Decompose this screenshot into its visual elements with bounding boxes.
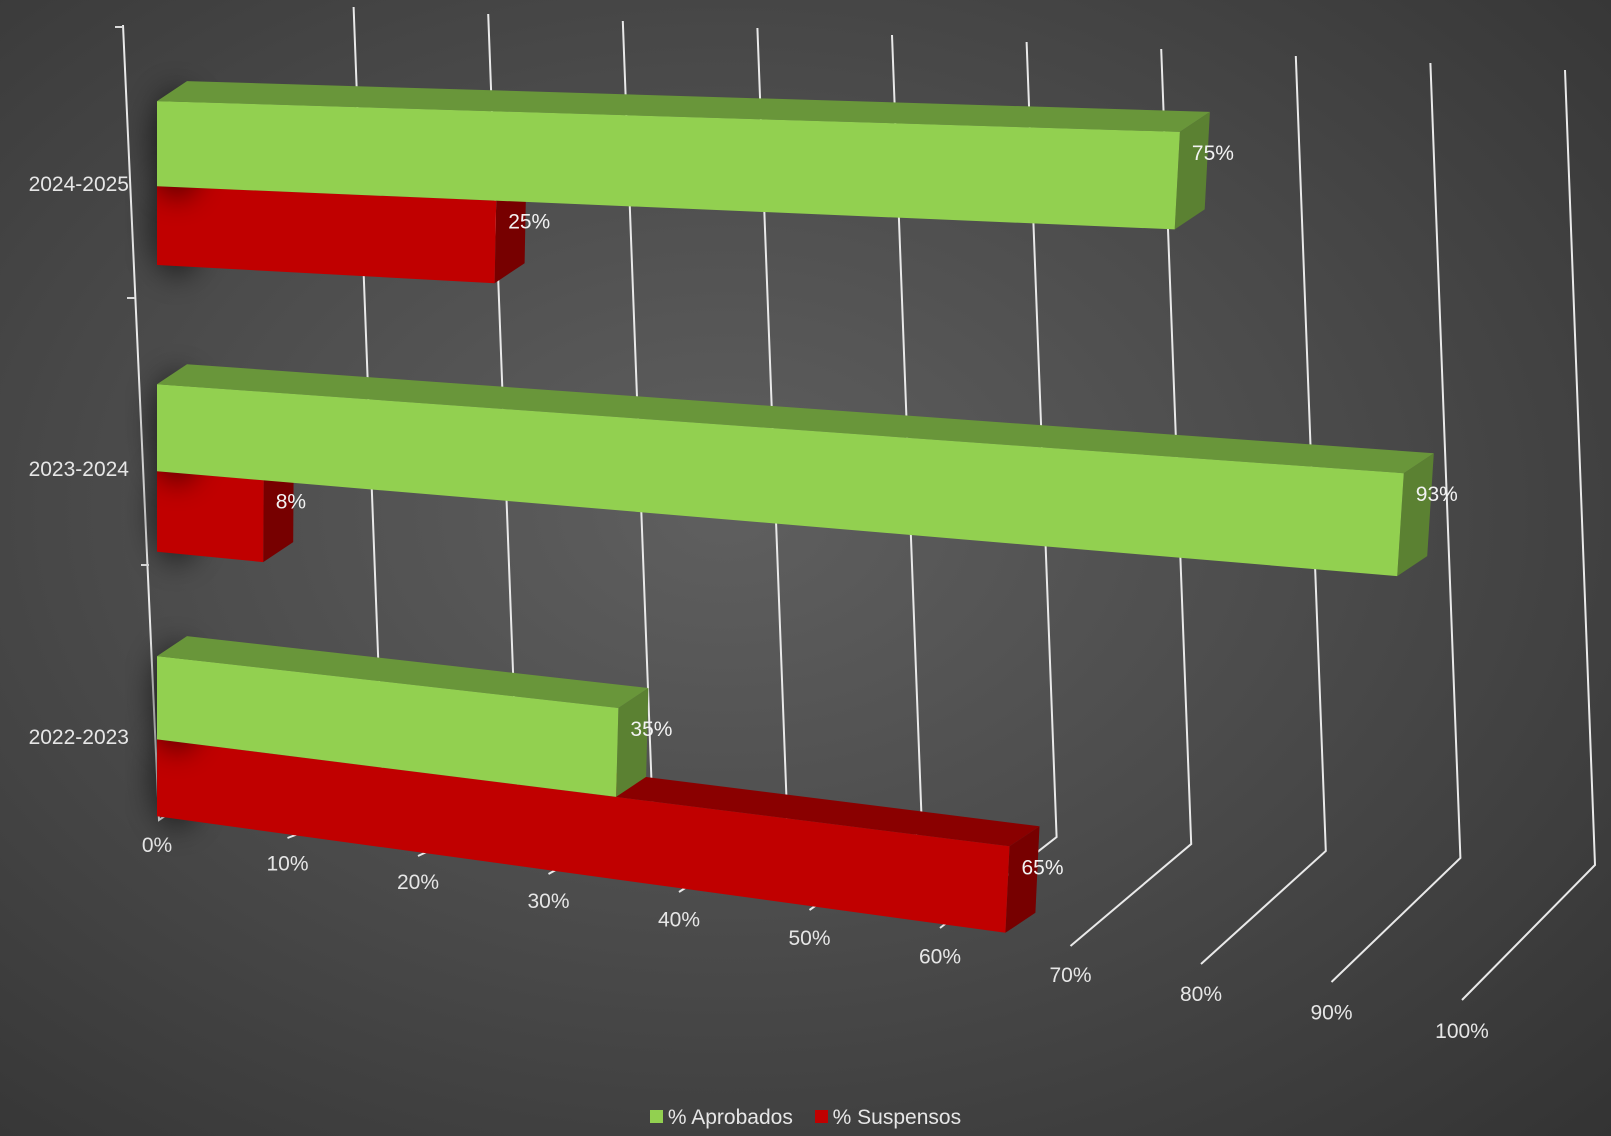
data-label-aprobados: 75% [1192, 142, 1234, 165]
x-tick-label: 100% [1435, 1020, 1489, 1043]
x-tick-label: 50% [788, 927, 830, 950]
data-labels: 35% 65% 93% 8% 75% 25% [276, 142, 1458, 879]
x-tick-label: 10% [266, 853, 308, 876]
y-category-label: 2023-2024 [29, 458, 130, 481]
x-tick-label: 20% [397, 871, 439, 894]
y-category-label: 2022-2023 [29, 726, 129, 749]
x-tick-label: 40% [658, 908, 700, 931]
data-label-suspensos: 25% [508, 211, 550, 234]
gridline [1330, 62, 1462, 983]
data-label-suspensos: 65% [1022, 856, 1064, 879]
gridline [1200, 55, 1327, 965]
x-tick-label: 70% [1049, 964, 1091, 987]
y-category-label: 2024-2025 [29, 173, 129, 196]
data-label-aprobados: 93% [1416, 483, 1458, 506]
data-label-aprobados: 35% [630, 718, 672, 741]
x-tick-label: 0% [142, 834, 172, 857]
legend-swatch-aprobados [649, 1109, 663, 1123]
x-tick-label: 90% [1310, 1001, 1352, 1024]
bar-aprobados [151, 636, 649, 797]
data-label-suspensos: 8% [276, 490, 306, 513]
gridline [1461, 69, 1597, 1001]
bar-aprobados [151, 364, 1434, 577]
legend-item-aprobados: % Aprobados [649, 1106, 793, 1130]
bar-aprobados [151, 81, 1210, 230]
gridline [1069, 48, 1193, 947]
x-tick-label: 80% [1180, 983, 1222, 1006]
x-tick-label: 30% [527, 890, 569, 913]
legend-swatch-suspensos [814, 1109, 828, 1123]
legend-label-suspensos: % Suspensos [832, 1106, 962, 1129]
legend-label-aprobados: % Aprobados [667, 1106, 793, 1129]
x-axis-labels: 0% 10% 20% 30% 40% 50% 60% 70% 80% 90% 100% [142, 834, 1489, 1043]
x-tick-label: 60% [919, 946, 961, 969]
bars [151, 81, 1434, 933]
legend-item-suspensos: % Suspensos [814, 1106, 962, 1130]
legend: % Aprobados % Suspensos [0, 1106, 1611, 1130]
